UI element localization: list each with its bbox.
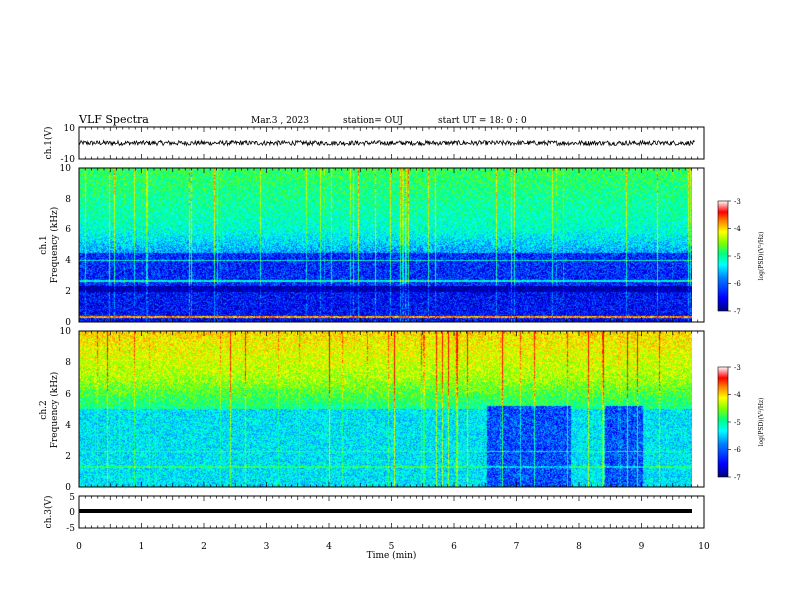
ch2-colorbar-label: log(PSD)(V²/Hz) <box>758 398 765 447</box>
ch2-cb-tick-m4: -4 <box>734 391 741 399</box>
ch1-spectrogram-image <box>79 168 692 322</box>
ch2-spec-ytick-10: 10 <box>60 327 72 337</box>
x-tick-1: 1 <box>139 542 145 552</box>
header-date: Mar.3 , 2023 <box>251 116 309 126</box>
ch1-waveform-ylabel: ch.1(V) <box>43 127 54 160</box>
header-start-time: start UT = 18: 0 : 0 <box>438 116 527 126</box>
x-tick-4: 4 <box>326 542 332 552</box>
ch2-cb-tick-m7: -7 <box>734 474 741 482</box>
x-tick-3: 3 <box>264 542 270 552</box>
ch1-cb-tick-m5: -5 <box>734 253 741 261</box>
ch1-cb-tick-m7: -7 <box>734 308 741 316</box>
ch2-spec-ytick-4: 4 <box>65 421 71 431</box>
ch3-waveform-xticks <box>78 496 705 528</box>
ch3-waveform-ylabel: ch.3(V) <box>43 496 54 529</box>
ch2-spec-ytick-8: 8 <box>65 358 71 368</box>
ch1-cb-tick-m3: -3 <box>734 198 741 206</box>
ch1-spec-ytick-4: 4 <box>65 256 71 266</box>
ch2-colorbar <box>717 366 729 478</box>
x-tick-8: 8 <box>576 542 582 552</box>
ch1-colorbar-label: log(PSD)(V²/Hz) <box>758 232 765 281</box>
panel-ch1-waveform: 10 -10 ch.1(V) <box>43 124 705 165</box>
ch2-cb-tick-m6: -6 <box>734 446 741 454</box>
ch1-ytick-top: 10 <box>64 124 76 134</box>
x-tick-7: 7 <box>514 542 520 552</box>
ch1-waveform-xticks <box>78 127 705 159</box>
x-tick-2: 2 <box>201 542 207 552</box>
ch3-ytick-5: 5 <box>69 493 75 503</box>
ch2-spec-channel-label: ch.2 <box>39 400 49 419</box>
figure-title: VLF Spectra <box>78 113 149 126</box>
ch2-colorbar-ticks <box>728 366 731 478</box>
ch3-waveform-trace <box>79 509 692 513</box>
ch1-waveform-trace <box>78 139 695 147</box>
x-axis: 0 1 2 3 4 5 6 7 8 9 10 Time (min) <box>76 542 710 561</box>
ch1-cb-tick-m6: -6 <box>734 280 741 288</box>
ch1-spec-ytick-10: 10 <box>60 164 72 174</box>
ch2-spec-ytick-6: 6 <box>65 390 71 400</box>
ch2-spectrogram-image <box>79 331 692 487</box>
ch1-waveform-line <box>78 139 695 147</box>
panel-ch2-spectrogram: 0 2 4 6 8 10 ch.2 Frequency (kHz) -3 -4 … <box>39 327 765 493</box>
header-station: station= OUJ <box>343 116 403 126</box>
ch3-ytick-m5: -5 <box>66 524 75 534</box>
x-tick-5: 5 <box>389 542 395 552</box>
ch1-spec-ytick-8: 8 <box>65 195 71 205</box>
ch2-cb-tick-m5: -5 <box>734 419 741 427</box>
ch2-spec-ytick-2: 2 <box>65 452 71 462</box>
ch1-spec-ytick-2: 2 <box>65 287 71 297</box>
ch1-spec-ylabel: Frequency (kHz) <box>49 207 60 284</box>
x-tick-0: 0 <box>76 542 82 552</box>
panel-ch3-waveform: 5 0 -5 ch.3(V) <box>43 493 705 534</box>
panel-ch1-spectrogram: 0 2 4 6 8 10 ch.1 Frequency (kHz) -3 -4 … <box>39 164 765 328</box>
ch1-colorbar <box>717 200 729 312</box>
ch1-spec-ytick-6: 6 <box>65 225 71 235</box>
ch1-colorbar-ticks <box>728 200 731 312</box>
x-axis-label: Time (min) <box>367 550 417 561</box>
x-tick-10: 10 <box>698 542 710 552</box>
ch2-cb-tick-m3: -3 <box>734 364 741 372</box>
x-tick-9: 9 <box>639 542 645 552</box>
ch1-spec-channel-label: ch.1 <box>39 235 49 254</box>
ch2-spectrogram-xticks <box>78 331 705 487</box>
ch2-spec-ylabel: Frequency (kHz) <box>49 372 60 449</box>
ch1-cb-tick-m4: -4 <box>734 225 741 233</box>
ch2-spec-ytick-0: 0 <box>65 483 71 493</box>
ch1-spectrogram-xticks <box>78 168 705 322</box>
ch3-ytick-0: 0 <box>69 508 75 518</box>
ch1-spec-ytick-0: 0 <box>65 318 71 328</box>
ch1-ytick-bottom: -10 <box>61 155 76 165</box>
x-tick-6: 6 <box>451 542 457 552</box>
